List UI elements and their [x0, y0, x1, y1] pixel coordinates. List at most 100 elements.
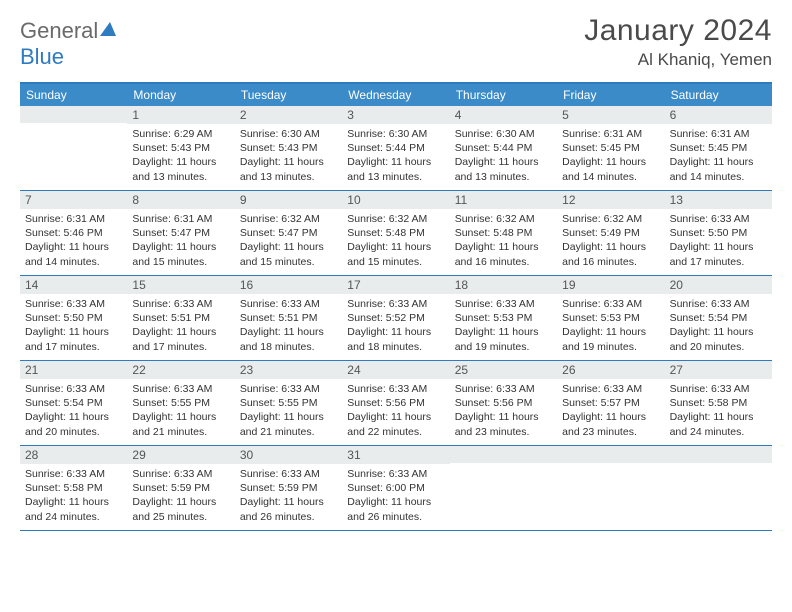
sunset-text: Sunset: 5:51 PM — [240, 311, 337, 325]
daylight-text: Daylight: 11 hours and 20 minutes. — [25, 410, 122, 438]
sunrise-text: Sunrise: 6:33 AM — [240, 467, 337, 481]
week-row: 28Sunrise: 6:33 AMSunset: 5:58 PMDayligh… — [20, 446, 772, 531]
day-info: Sunrise: 6:33 AMSunset: 5:53 PMDaylight:… — [557, 294, 664, 358]
daylight-text: Daylight: 11 hours and 13 minutes. — [240, 155, 337, 183]
day-number: 14 — [20, 276, 127, 294]
day-cell: 17Sunrise: 6:33 AMSunset: 5:52 PMDayligh… — [342, 276, 449, 360]
sunset-text: Sunset: 5:43 PM — [132, 141, 229, 155]
sunrise-text: Sunrise: 6:33 AM — [455, 382, 552, 396]
sunrise-text: Sunrise: 6:32 AM — [347, 212, 444, 226]
day-number: 29 — [127, 446, 234, 464]
daylight-text: Daylight: 11 hours and 24 minutes. — [25, 495, 122, 523]
day-number: 16 — [235, 276, 342, 294]
day-cell: 31Sunrise: 6:33 AMSunset: 6:00 PMDayligh… — [342, 446, 449, 530]
sunset-text: Sunset: 5:47 PM — [240, 226, 337, 240]
day-number: 21 — [20, 361, 127, 379]
day-cell: 1Sunrise: 6:29 AMSunset: 5:43 PMDaylight… — [127, 106, 234, 190]
sunset-text: Sunset: 5:51 PM — [132, 311, 229, 325]
weekday-header-row: Sunday Monday Tuesday Wednesday Thursday… — [20, 84, 772, 106]
brand-part2: Blue — [20, 44, 64, 69]
day-number: 22 — [127, 361, 234, 379]
day-info: Sunrise: 6:31 AMSunset: 5:45 PMDaylight:… — [557, 124, 664, 188]
sunset-text: Sunset: 5:50 PM — [670, 226, 767, 240]
day-info: Sunrise: 6:31 AMSunset: 5:45 PMDaylight:… — [665, 124, 772, 188]
day-number: 7 — [20, 191, 127, 209]
sunset-text: Sunset: 5:48 PM — [455, 226, 552, 240]
sunrise-text: Sunrise: 6:33 AM — [455, 297, 552, 311]
day-number: 30 — [235, 446, 342, 464]
day-number — [557, 446, 664, 463]
sunset-text: Sunset: 5:49 PM — [562, 226, 659, 240]
daylight-text: Daylight: 11 hours and 15 minutes. — [240, 240, 337, 268]
title-block: January 2024 Al Khaniq, Yemen — [584, 14, 772, 70]
day-cell: 28Sunrise: 6:33 AMSunset: 5:58 PMDayligh… — [20, 446, 127, 530]
daylight-text: Daylight: 11 hours and 19 minutes. — [455, 325, 552, 353]
sunrise-text: Sunrise: 6:33 AM — [25, 297, 122, 311]
brand-part1: General — [20, 18, 98, 43]
day-info: Sunrise: 6:33 AMSunset: 5:50 PMDaylight:… — [20, 294, 127, 358]
calendar-table: Sunday Monday Tuesday Wednesday Thursday… — [20, 82, 772, 531]
daylight-text: Daylight: 11 hours and 15 minutes. — [347, 240, 444, 268]
daylight-text: Daylight: 11 hours and 16 minutes. — [455, 240, 552, 268]
weekday-header: Sunday — [20, 84, 127, 106]
day-info: Sunrise: 6:32 AMSunset: 5:48 PMDaylight:… — [450, 209, 557, 273]
day-info: Sunrise: 6:33 AMSunset: 6:00 PMDaylight:… — [342, 464, 449, 528]
day-cell: 4Sunrise: 6:30 AMSunset: 5:44 PMDaylight… — [450, 106, 557, 190]
sunrise-text: Sunrise: 6:33 AM — [132, 467, 229, 481]
day-info: Sunrise: 6:33 AMSunset: 5:50 PMDaylight:… — [665, 209, 772, 273]
daylight-text: Daylight: 11 hours and 22 minutes. — [347, 410, 444, 438]
daylight-text: Daylight: 11 hours and 16 minutes. — [562, 240, 659, 268]
day-info: Sunrise: 6:33 AMSunset: 5:58 PMDaylight:… — [20, 464, 127, 528]
day-cell: 12Sunrise: 6:32 AMSunset: 5:49 PMDayligh… — [557, 191, 664, 275]
day-info: Sunrise: 6:33 AMSunset: 5:51 PMDaylight:… — [127, 294, 234, 358]
sunrise-text: Sunrise: 6:31 AM — [25, 212, 122, 226]
day-info: Sunrise: 6:32 AMSunset: 5:48 PMDaylight:… — [342, 209, 449, 273]
day-cell — [450, 446, 557, 530]
day-cell: 2Sunrise: 6:30 AMSunset: 5:43 PMDaylight… — [235, 106, 342, 190]
sunrise-text: Sunrise: 6:29 AM — [132, 127, 229, 141]
day-cell: 16Sunrise: 6:33 AMSunset: 5:51 PMDayligh… — [235, 276, 342, 360]
page-title: January 2024 — [584, 14, 772, 48]
sunset-text: Sunset: 5:59 PM — [132, 481, 229, 495]
day-cell — [557, 446, 664, 530]
sunrise-text: Sunrise: 6:32 AM — [455, 212, 552, 226]
sunrise-text: Sunrise: 6:32 AM — [562, 212, 659, 226]
day-info: Sunrise: 6:33 AMSunset: 5:58 PMDaylight:… — [665, 379, 772, 443]
calendar-page: { "brand": { "part1": "General", "part2"… — [0, 0, 792, 612]
week-row: 7Sunrise: 6:31 AMSunset: 5:46 PMDaylight… — [20, 191, 772, 276]
day-cell: 18Sunrise: 6:33 AMSunset: 5:53 PMDayligh… — [450, 276, 557, 360]
sunset-text: Sunset: 5:57 PM — [562, 396, 659, 410]
daylight-text: Daylight: 11 hours and 23 minutes. — [562, 410, 659, 438]
sunset-text: Sunset: 5:44 PM — [455, 141, 552, 155]
week-row: 14Sunrise: 6:33 AMSunset: 5:50 PMDayligh… — [20, 276, 772, 361]
sunrise-text: Sunrise: 6:31 AM — [562, 127, 659, 141]
brand-logo: GeneralBlue — [20, 14, 118, 70]
day-cell: 10Sunrise: 6:32 AMSunset: 5:48 PMDayligh… — [342, 191, 449, 275]
day-info: Sunrise: 6:33 AMSunset: 5:53 PMDaylight:… — [450, 294, 557, 358]
day-info: Sunrise: 6:29 AMSunset: 5:43 PMDaylight:… — [127, 124, 234, 188]
sunrise-text: Sunrise: 6:33 AM — [562, 382, 659, 396]
day-number — [450, 446, 557, 463]
sunrise-text: Sunrise: 6:33 AM — [25, 467, 122, 481]
daylight-text: Daylight: 11 hours and 17 minutes. — [132, 325, 229, 353]
day-cell: 23Sunrise: 6:33 AMSunset: 5:55 PMDayligh… — [235, 361, 342, 445]
week-row: 21Sunrise: 6:33 AMSunset: 5:54 PMDayligh… — [20, 361, 772, 446]
day-info: Sunrise: 6:33 AMSunset: 5:56 PMDaylight:… — [342, 379, 449, 443]
day-number: 25 — [450, 361, 557, 379]
day-info: Sunrise: 6:33 AMSunset: 5:59 PMDaylight:… — [235, 464, 342, 528]
day-info: Sunrise: 6:33 AMSunset: 5:54 PMDaylight:… — [665, 294, 772, 358]
sunset-text: Sunset: 5:53 PM — [562, 311, 659, 325]
weekday-header: Monday — [127, 84, 234, 106]
day-info: Sunrise: 6:30 AMSunset: 5:44 PMDaylight:… — [342, 124, 449, 188]
sunset-text: Sunset: 5:56 PM — [455, 396, 552, 410]
day-number: 9 — [235, 191, 342, 209]
day-cell — [665, 446, 772, 530]
daylight-text: Daylight: 11 hours and 21 minutes. — [132, 410, 229, 438]
day-number: 27 — [665, 361, 772, 379]
sunset-text: Sunset: 5:45 PM — [562, 141, 659, 155]
sunset-text: Sunset: 5:54 PM — [25, 396, 122, 410]
day-number: 8 — [127, 191, 234, 209]
day-number: 26 — [557, 361, 664, 379]
daylight-text: Daylight: 11 hours and 18 minutes. — [347, 325, 444, 353]
daylight-text: Daylight: 11 hours and 26 minutes. — [347, 495, 444, 523]
